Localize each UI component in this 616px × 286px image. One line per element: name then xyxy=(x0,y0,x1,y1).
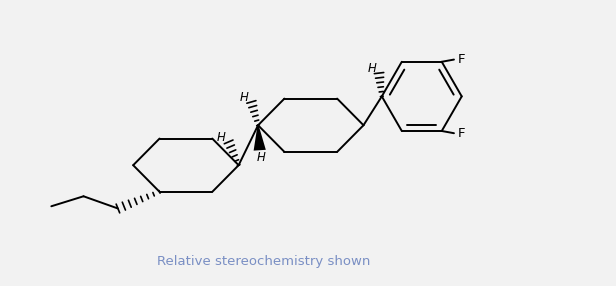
Text: H: H xyxy=(217,131,226,144)
Text: H: H xyxy=(368,61,377,75)
Text: H: H xyxy=(256,152,265,164)
Text: F: F xyxy=(457,127,465,140)
Polygon shape xyxy=(254,125,266,151)
Text: F: F xyxy=(457,53,465,65)
Text: Relative stereochemistry shown: Relative stereochemistry shown xyxy=(157,255,370,268)
Text: H: H xyxy=(240,91,249,104)
